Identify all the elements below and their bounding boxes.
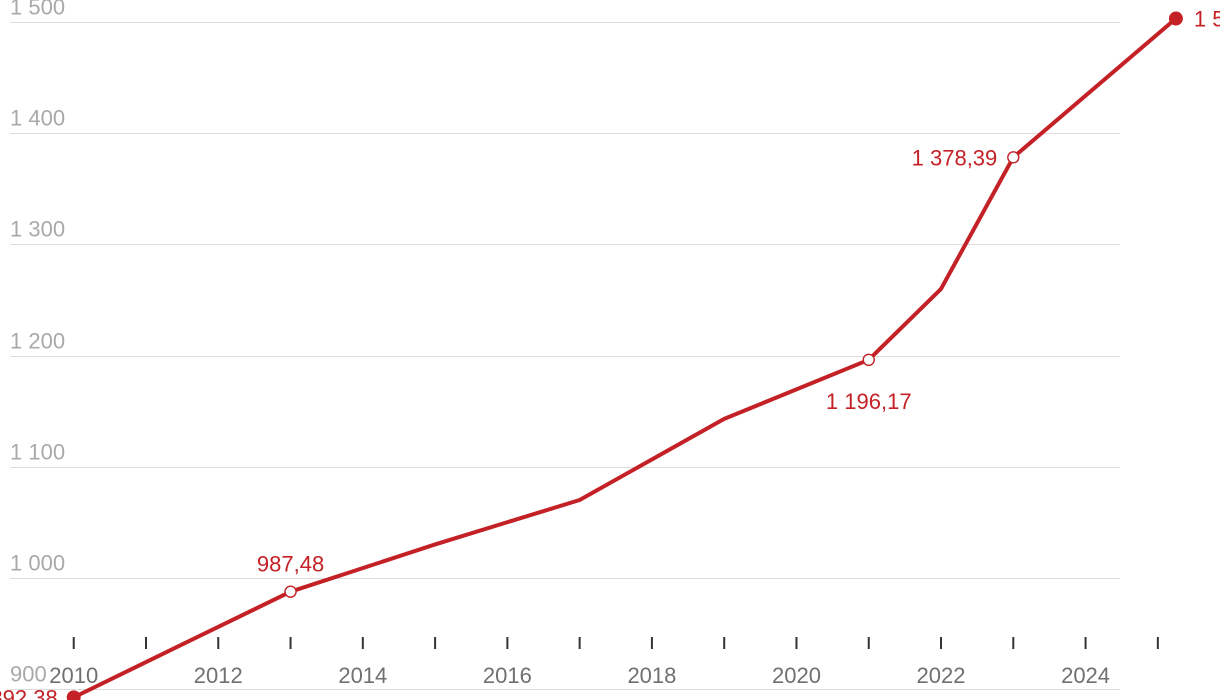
x-tick-label: 2024 [1061,663,1110,688]
y-tick-label: 1 000 [10,551,65,576]
x-tick-label: 2020 [772,663,821,688]
y-tick-label: 1 200 [10,329,65,354]
data-point-marker [1007,151,1020,164]
x-tick-label: 2016 [483,663,532,688]
y-tick-label: 1 300 [10,217,65,242]
x-axis: 2010 2012 2014 2016 2018 2020 2022 2024 [49,637,1159,688]
data-point-marker [66,690,81,700]
data-point-marker [284,585,297,598]
series-layer [71,16,1178,700]
data-label: 1 503,31 [1194,7,1220,32]
grid-layer [10,21,1120,691]
x-tick-label: 2012 [194,663,243,688]
annotation-layer: 892,38 987,48 1 196,17 1 378,39 1 503,31 [0,7,1220,700]
y-tick-label: 1 400 [10,106,65,131]
data-point-marker [862,353,875,367]
data-label: 1 378,39 [912,145,998,170]
y-tick-label: 1 500 [10,0,65,20]
y-tick-label: 1 100 [10,440,65,465]
data-label: 1 196,17 [826,389,912,414]
x-tick-label: 2010 [49,663,98,688]
x-tick-label: 2022 [917,663,966,688]
y-tick-label: 900 [10,662,47,687]
series-line [71,16,1178,700]
x-tick-label: 2018 [627,663,676,688]
y-axis-labels: 900 1 000 1 100 1 200 1 300 1 400 1 500 [10,0,65,687]
data-point-marker [1168,11,1183,26]
x-tick-label: 2014 [338,663,387,688]
data-label: 892,38 [0,685,58,700]
data-label: 987,48 [257,552,324,577]
